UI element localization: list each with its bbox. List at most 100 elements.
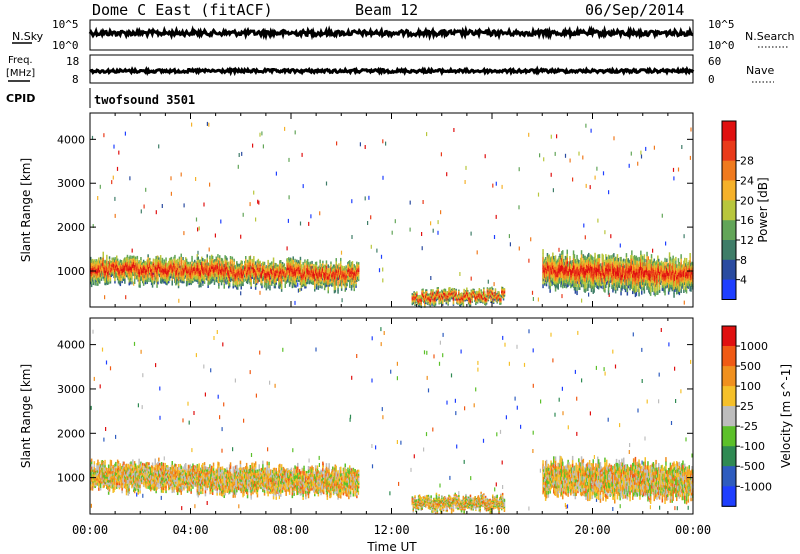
echo-cell bbox=[154, 273, 156, 276]
echo-cell bbox=[194, 278, 197, 282]
echo-cell bbox=[111, 264, 113, 268]
echo-cell bbox=[111, 257, 113, 260]
echo-cell bbox=[245, 265, 247, 269]
echo-cell bbox=[114, 266, 116, 270]
echo-cell bbox=[591, 281, 594, 286]
echo-cell bbox=[230, 265, 233, 268]
echo-cell bbox=[172, 262, 174, 265]
echo-cell bbox=[232, 266, 234, 270]
echo-cell bbox=[297, 273, 299, 276]
echo-cell bbox=[214, 259, 217, 262]
echo-cell bbox=[163, 261, 165, 265]
echo-cell bbox=[224, 273, 226, 278]
echo-cell bbox=[600, 265, 603, 269]
echo-cell bbox=[546, 267, 549, 271]
echo-cell bbox=[211, 260, 214, 264]
echo-cell bbox=[548, 254, 550, 259]
echo-cell bbox=[336, 275, 338, 278]
echo-pixel bbox=[683, 234, 685, 239]
echo-cell bbox=[237, 263, 239, 267]
echo-cell bbox=[266, 267, 268, 270]
echo-cell bbox=[238, 281, 241, 285]
echo-cell bbox=[217, 259, 219, 264]
echo-cell bbox=[196, 270, 199, 274]
echo-cell bbox=[602, 261, 604, 266]
echo-cell bbox=[542, 249, 544, 254]
echo-cell bbox=[231, 263, 234, 267]
echo-cell bbox=[452, 300, 455, 303]
echo-cell bbox=[232, 268, 234, 272]
echo-cell bbox=[101, 265, 104, 269]
echo-cell bbox=[128, 276, 130, 280]
echo-cell bbox=[417, 301, 419, 303]
echo-cell bbox=[551, 256, 553, 260]
echo-cell bbox=[139, 268, 141, 273]
echo-cell bbox=[580, 268, 583, 273]
echo-cell bbox=[587, 283, 589, 288]
echo-cell bbox=[149, 264, 151, 267]
echo-cell bbox=[283, 270, 286, 273]
echo-cell bbox=[124, 257, 126, 261]
echo-cell bbox=[239, 277, 242, 280]
echo-cell bbox=[197, 280, 199, 284]
echo-cell bbox=[441, 295, 443, 298]
echo-cell bbox=[412, 300, 414, 303]
echo-cell bbox=[344, 288, 346, 292]
echo-cell bbox=[473, 293, 475, 295]
echo-pixel bbox=[286, 246, 288, 251]
echo-cell bbox=[337, 265, 339, 269]
echo-cell bbox=[173, 264, 175, 268]
echo-cell bbox=[177, 274, 180, 279]
echo-cell bbox=[595, 279, 597, 283]
echo-cell bbox=[584, 263, 586, 268]
echo-cell bbox=[337, 268, 339, 272]
echo-cell bbox=[229, 258, 232, 262]
echo-cell bbox=[577, 258, 579, 262]
echo-cell bbox=[277, 266, 279, 269]
echo-cell bbox=[545, 260, 548, 264]
echo-cell bbox=[499, 301, 501, 303]
echo-pixel bbox=[97, 196, 99, 200]
echo-cell bbox=[309, 278, 312, 282]
echo-cell bbox=[583, 255, 585, 260]
echo-cell bbox=[114, 275, 116, 279]
echo-cell bbox=[335, 282, 337, 286]
echo-cell bbox=[571, 269, 573, 273]
echo-cell bbox=[168, 267, 171, 270]
echo-cell bbox=[195, 263, 198, 266]
echo-cell bbox=[124, 264, 127, 268]
echo-cell bbox=[328, 277, 330, 280]
echo-cell bbox=[448, 291, 450, 294]
echo-cell bbox=[129, 272, 131, 276]
echo-cell bbox=[558, 264, 560, 268]
echo-pixel bbox=[287, 218, 289, 223]
echo-cell bbox=[428, 295, 431, 298]
echo-cell bbox=[288, 258, 291, 262]
echo-cell bbox=[259, 272, 261, 275]
echo-cell bbox=[249, 278, 251, 282]
echo-cell bbox=[545, 265, 548, 269]
echo-cell bbox=[135, 265, 138, 268]
echo-cell bbox=[122, 262, 124, 265]
echo-cell bbox=[499, 300, 501, 302]
echo-cell bbox=[300, 279, 303, 283]
echo-cell bbox=[124, 263, 127, 266]
echo-cell bbox=[323, 274, 326, 278]
echo-cell bbox=[108, 272, 111, 276]
echo-cell bbox=[149, 269, 151, 272]
echo-cell bbox=[174, 271, 176, 275]
echo-cell bbox=[309, 261, 312, 265]
echo-cell bbox=[149, 259, 151, 262]
echo-cell bbox=[470, 290, 473, 292]
echo-cell bbox=[584, 277, 586, 282]
echo-cell bbox=[106, 274, 108, 279]
echo-cell bbox=[156, 275, 158, 280]
echo-cell bbox=[291, 282, 294, 286]
echo-cell bbox=[473, 295, 475, 298]
echo-cell bbox=[198, 278, 200, 283]
echo-cell bbox=[332, 274, 335, 278]
echo-cell bbox=[493, 299, 496, 301]
echo-cell bbox=[325, 260, 328, 264]
echo-cell bbox=[579, 265, 582, 269]
echo-cell bbox=[271, 266, 274, 269]
